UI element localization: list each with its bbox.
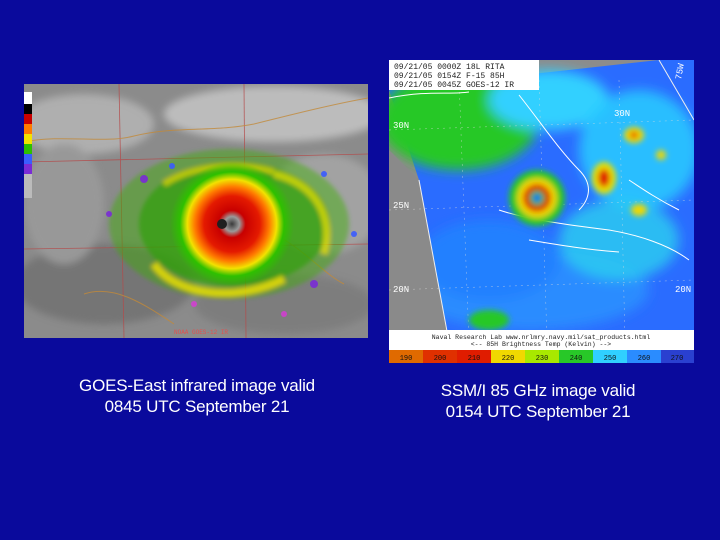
lon-label-75w: 75W xyxy=(674,62,687,80)
scale-label-240: 240 xyxy=(570,355,583,363)
goes-caption: GOES-East infrared image valid 0845 UTC … xyxy=(32,375,362,417)
ssmi-caption-line1: SSM/I 85 GHz image valid xyxy=(440,381,636,400)
goes-color-scale xyxy=(24,92,32,198)
lat-label-25n: 25N xyxy=(393,201,409,211)
lat-label-20n-left: 20N xyxy=(393,285,409,295)
ssmi-graphic: 30N 25N 20N 30N 20N 75W 09/21/05 0000Z 1… xyxy=(389,60,694,363)
ssmi-caption-line2: 0154 UTC September 21 xyxy=(445,402,631,421)
ssmi-footer-line1: Naval Research Lab www.nrlmry.navy.mil/s… xyxy=(432,334,651,341)
lat-label-30n-right: 30N xyxy=(614,109,630,119)
ssmi-85ghz-image: 30N 25N 20N 30N 20N 75W 09/21/05 0000Z 1… xyxy=(389,60,694,363)
lat-label-30n-left: 30N xyxy=(393,121,409,131)
ssmi-footer-line2: <-- 85H Brightness Temp (Kelvin) --> xyxy=(471,341,612,348)
ssmi-header: 09/21/05 0000Z 18L RITA 09/21/05 0154Z F… xyxy=(389,60,539,90)
scale-label-250: 250 xyxy=(604,355,617,363)
ssmi-footer: Naval Research Lab www.nrlmry.navy.mil/s… xyxy=(389,330,694,363)
goes-infrared-image: NOAA GOES-12 IR xyxy=(24,84,368,338)
goes-infrared-graphic xyxy=(24,84,368,338)
goes-footer-text: NOAA GOES-12 IR xyxy=(174,329,229,336)
scale-label-270: 270 xyxy=(671,355,684,363)
goes-caption-line1: GOES-East infrared image valid xyxy=(79,376,315,395)
scale-label-220: 220 xyxy=(502,355,515,363)
ssmi-header-line3: 09/21/05 0045Z GOES-12 IR xyxy=(394,81,514,90)
lat-label-20n-right: 20N xyxy=(675,285,691,295)
scale-label-200: 200 xyxy=(434,355,447,363)
ssmi-color-scale xyxy=(389,350,694,363)
scale-label-210: 210 xyxy=(468,355,481,363)
ssmi-header-line1: 09/21/05 0000Z 18L RITA xyxy=(394,63,505,72)
scale-label-260: 260 xyxy=(638,355,651,363)
ssmi-header-line2: 09/21/05 0154Z F-15 85H xyxy=(394,72,505,81)
ssmi-caption: SSM/I 85 GHz image valid 0154 UTC Septem… xyxy=(378,380,698,422)
scale-label-190: 190 xyxy=(400,355,413,363)
goes-caption-line2: 0845 UTC September 21 xyxy=(104,397,290,416)
scale-label-230: 230 xyxy=(536,355,549,363)
